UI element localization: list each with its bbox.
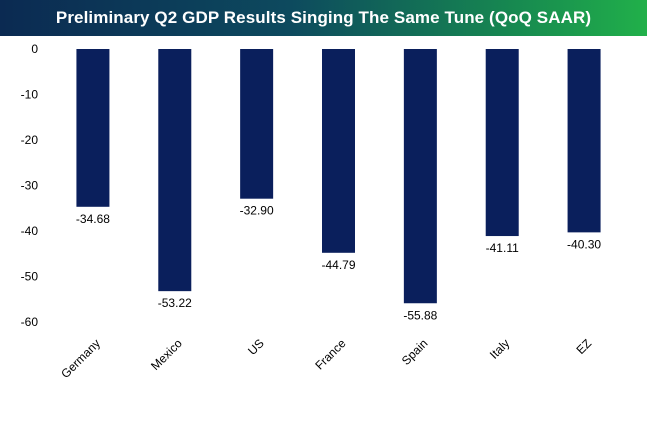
data-label: -44.79 <box>321 258 355 272</box>
x-tick-label: EZ <box>573 336 594 357</box>
bar-ez <box>567 49 601 233</box>
data-label: -41.11 <box>486 241 519 255</box>
bar-us <box>240 49 274 199</box>
data-label: -34.68 <box>76 212 110 226</box>
bars <box>76 49 601 304</box>
y-tick-label: -40 <box>21 224 39 238</box>
x-tick-label: Italy <box>487 336 512 361</box>
y-tick-label: 0 <box>31 42 38 56</box>
bar-chart: 0 -10 -20 -30 -40 -50 -60 -34.68 -53.22 -32.90 -4… <box>21 42 602 381</box>
x-tick-label: Spain <box>399 336 431 368</box>
bar-france <box>322 49 355 253</box>
y-tick-label: -60 <box>21 315 39 329</box>
chart-title-bar: Preliminary Q2 GDP Results Singing The S… <box>0 0 647 36</box>
x-tick-label: Mexico <box>148 336 185 373</box>
bar-spain <box>403 49 437 304</box>
y-axis: 0 -10 -20 -30 -40 -50 -60 <box>21 42 39 329</box>
data-labels: -34.68 -53.22 -32.90 -44.79 -55.88 -41.11 -40.… <box>76 204 601 323</box>
data-label: -32.90 <box>240 204 274 218</box>
y-tick-label: -10 <box>21 88 39 102</box>
y-tick-label: -30 <box>21 179 39 193</box>
data-label: -40.30 <box>567 237 601 251</box>
y-tick-label: -20 <box>21 133 39 147</box>
data-label: -55.88 <box>403 308 437 322</box>
chart-title: Preliminary Q2 GDP Results Singing The S… <box>55 8 592 27</box>
x-tick-label: US <box>245 336 267 358</box>
bar-italy <box>485 49 519 237</box>
bar-germany <box>76 49 110 207</box>
data-label: -53.22 <box>158 296 192 310</box>
y-tick-label: -50 <box>21 270 39 284</box>
bar-mexico <box>158 49 192 292</box>
x-tick-label: Germany <box>58 336 103 381</box>
x-axis: Germany Mexico US France Spain Italy EZ <box>58 336 594 381</box>
x-tick-label: France <box>312 336 349 373</box>
